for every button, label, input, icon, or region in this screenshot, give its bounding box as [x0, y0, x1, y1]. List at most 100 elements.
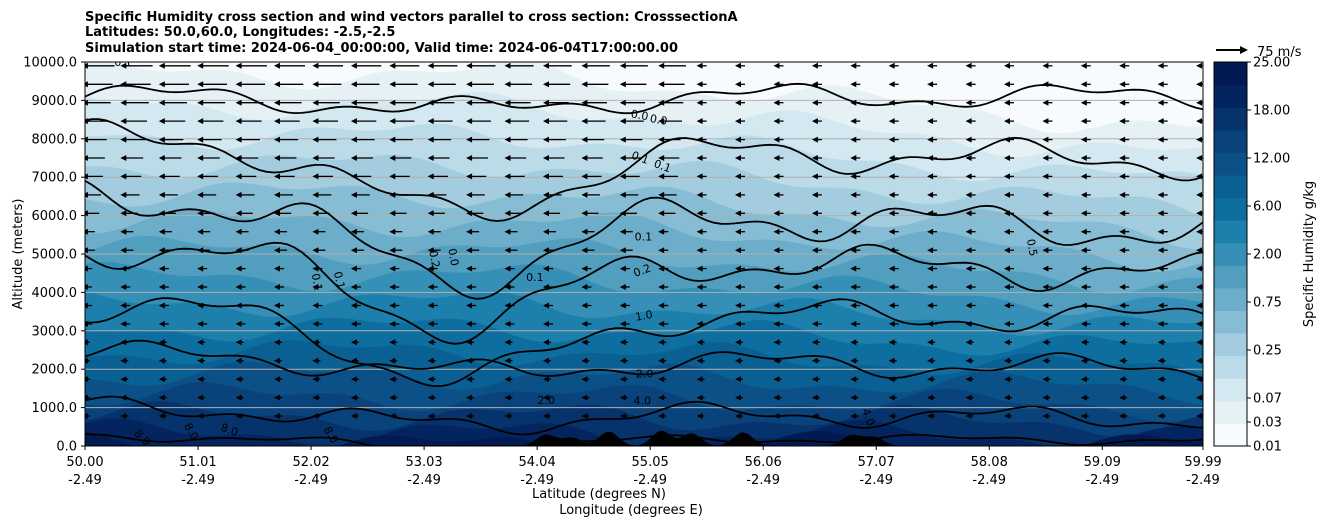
wind-vector-head: [888, 320, 895, 327]
wind-vector-head: [1004, 413, 1010, 419]
wind-vector-head: [274, 357, 280, 364]
colorbar-tick-label: 18.00: [1253, 104, 1290, 119]
wind-vector-head: [197, 302, 204, 309]
wind-vector-head: [312, 118, 319, 125]
wind-vector-head: [197, 99, 204, 106]
wind-vector-head: [235, 339, 242, 346]
contour-label: 0.1: [114, 56, 132, 69]
wind-vector-head: [85, 376, 88, 383]
wind-vector-head: [696, 413, 703, 419]
wind-vector-head: [312, 136, 319, 143]
wind-vector-head: [350, 191, 357, 198]
wind-vector-head: [466, 284, 473, 290]
wind-vector-head: [1080, 228, 1087, 235]
wind-vector-head: [927, 62, 934, 69]
wind-vector-head: [120, 155, 127, 161]
wind-vector-head: [466, 376, 473, 383]
wind-vector-head: [1119, 265, 1126, 272]
wind-vector-head: [658, 99, 665, 106]
wind-vector-head: [619, 173, 626, 180]
contour-label: 0.0: [445, 247, 461, 266]
wind-vector-head: [235, 376, 242, 383]
wind-vector-head: [1196, 99, 1203, 106]
wind-vector-head: [120, 228, 127, 235]
wind-vector-head: [1080, 302, 1087, 309]
wind-vector-head: [466, 173, 473, 180]
wind-vector-head: [427, 173, 434, 180]
colorbar-segment: [1214, 242, 1247, 266]
wind-vector-head: [811, 284, 818, 290]
wind-vector-head: [811, 136, 818, 143]
wind-vector-head: [811, 413, 818, 419]
wind-vector-head: [581, 136, 588, 143]
wind-vector-head: [1042, 191, 1049, 198]
wind-vector-head: [1042, 394, 1049, 401]
wind-vector-head: [581, 302, 588, 309]
wind-vector-head: [965, 191, 972, 198]
contour-line-4.0: [85, 395, 1203, 436]
wind-vector-head: [85, 155, 88, 161]
wind-vector-head: [274, 265, 280, 272]
y-tick-label: 9000.0: [32, 94, 78, 109]
wind-vector-head: [235, 265, 242, 272]
wind-vector-head: [735, 302, 741, 309]
wind-vector-head: [1004, 173, 1010, 180]
wind-vector-head: [350, 320, 357, 327]
wind-vector-head: [350, 302, 357, 309]
wind-vector-head: [312, 320, 319, 327]
wind-vector-head: [350, 81, 357, 88]
wind-vector-head: [965, 394, 972, 401]
wind-vector-head: [1196, 339, 1203, 346]
wind-vector-head: [1042, 173, 1049, 180]
x-tick-label-lon: -2.49: [633, 473, 667, 488]
wind-vector-head: [427, 191, 434, 198]
colorbar-segment: [1214, 355, 1247, 379]
wind-vector-head: [350, 339, 357, 346]
wind-vector-head: [274, 99, 280, 106]
wind-vector-head: [1196, 118, 1203, 125]
wind-vector-head: [658, 413, 665, 419]
wind-vector-head: [158, 284, 165, 290]
wind-vector-head: [581, 228, 588, 235]
wind-vector-head: [850, 210, 857, 217]
wind-vector-head: [1004, 228, 1010, 235]
wind-vector-head: [1196, 191, 1203, 198]
wind-vectors: [85, 62, 1203, 419]
wind-vector-head: [1119, 155, 1126, 161]
wind-vector-head: [1196, 81, 1203, 88]
wind-vector-head: [888, 357, 895, 364]
contour-line-1.0: [85, 297, 1203, 387]
wind-vector-head: [1042, 210, 1049, 217]
wind-vector-head: [658, 210, 665, 217]
wind-vector-head: [1042, 228, 1049, 235]
wind-vector-head: [389, 247, 396, 254]
wind-vector-head: [1080, 376, 1087, 383]
wind-vector-head: [696, 173, 703, 180]
wind-vector-head: [158, 210, 165, 217]
wind-vector-head: [120, 302, 127, 309]
wind-vector-head: [120, 81, 127, 88]
wind-vector-head: [619, 228, 626, 235]
wind-vector-head: [1196, 247, 1203, 254]
wind-vector-head: [389, 376, 396, 383]
wind-vector-head: [773, 81, 780, 88]
wind-vector-head: [466, 99, 473, 106]
wind-vector-head: [427, 247, 434, 254]
contour-label: 2.0: [636, 368, 654, 381]
wind-vector-head: [504, 339, 511, 346]
wind-vector-head: [735, 284, 741, 290]
wind-vector-head: [85, 339, 88, 346]
wind-vector-head: [274, 191, 280, 198]
wind-vector-head: [696, 265, 703, 272]
wind-vector-head: [504, 118, 511, 125]
wind-vector-head: [1080, 173, 1087, 180]
y-tick-label: 5000.0: [32, 248, 78, 263]
wind-vector-head: [581, 210, 588, 217]
wind-vector-head: [274, 413, 280, 419]
wind-vector-head: [658, 136, 665, 143]
wind-vector-head: [658, 118, 665, 125]
wind-vector-head: [1157, 339, 1164, 346]
wind-vector-head: [504, 173, 511, 180]
wind-vector-head: [619, 339, 626, 346]
wind-vector-head: [773, 376, 780, 383]
